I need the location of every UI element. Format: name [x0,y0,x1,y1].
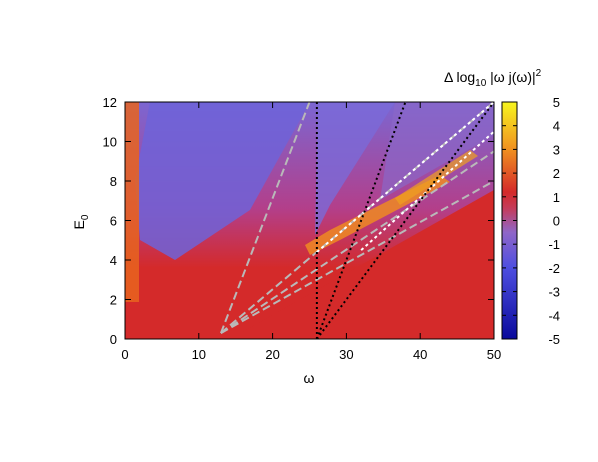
y-tick-label: 6 [110,214,117,229]
y-axis: 0 2 4 6 8 10 12 [103,95,494,347]
y-tick-label: 4 [110,253,117,268]
y-tick-label: 0 [110,332,117,347]
heatmap-bottom-strip [125,333,494,339]
grey-dashed-line [220,102,311,334]
y-tick-label: 8 [110,174,117,189]
colorbar-tick-label: -3 [548,285,560,300]
heatmap-blue-region [135,102,310,260]
colorbar-tick-label: 2 [553,166,560,181]
white-dashed-line [316,102,494,253]
black-dotted-line [315,102,407,339]
black-dotted-line [316,102,494,339]
colorbar-tick-label: 5 [553,95,560,110]
x-tick-label: 40 [413,347,427,362]
x-tick-label: 0 [121,347,128,362]
y-tick-label: 12 [103,95,117,110]
colorbar-tick-label: -1 [548,237,560,252]
colorbar-tick-label: 1 [553,190,560,205]
heatmap-area [125,102,494,339]
y-axis-label: E0 [71,214,91,229]
colorbar-title: Δ log10 |ω j(ω)|2 [444,68,542,89]
x-tick-label: 30 [339,347,353,362]
colorbar-title-mid: |ω j(ω)| [486,69,535,85]
colorbar-tick-label: -4 [548,308,560,323]
grey-dashed-line [220,180,494,334]
x-axis-label: ω [304,370,315,386]
x-tick-label: 10 [192,347,206,362]
x-tick-label: 50 [487,347,501,362]
colorbar-tick-label: -2 [548,261,560,276]
y-tick-label: 2 [110,293,117,308]
x-tick-label: 20 [265,347,279,362]
colorbar-title-sub: 10 [475,78,487,89]
colorbar-tick-label: 4 [553,119,560,134]
heatmap-red-region [230,190,494,339]
grey-dashed-line [220,150,494,334]
x-axis: 0 10 20 30 40 50 [121,102,501,362]
colorbar-title-prefix: Δ log [444,69,475,85]
y-tick-label: 10 [103,135,117,150]
overlay-lines [220,102,494,339]
y-axis-label-sub: 0 [80,214,91,220]
colorbar-tick-label: 3 [553,142,560,157]
colorbar-title-sup: 2 [536,68,542,79]
y-axis-label-main: E [71,220,87,229]
colorbar-tick-label: 0 [553,214,560,229]
colorbar-ticks: 5 4 3 2 1 0 -1 -2 -3 -4 -5 [502,95,560,347]
colorbar-tick-label: -5 [548,332,560,347]
heatmap-left-stripe [125,102,139,302]
heatmap-blue-wedge [315,102,395,235]
